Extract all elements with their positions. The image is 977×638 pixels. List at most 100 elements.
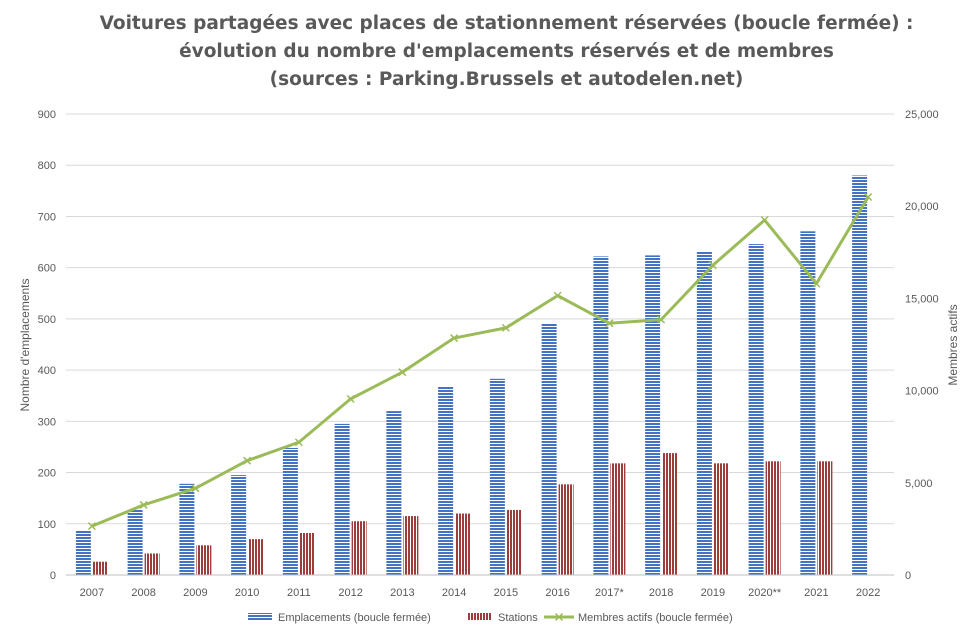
line-point	[346, 394, 355, 403]
y-left-tick-label: 300	[38, 416, 56, 428]
bar-emplacements	[800, 231, 816, 575]
y-left-tick-label: 600	[38, 263, 56, 275]
bar-stations	[403, 516, 419, 575]
y-left-tick-label: 400	[38, 365, 56, 377]
line-point	[708, 261, 717, 270]
line-point	[605, 319, 614, 328]
line-point-mark	[346, 394, 355, 403]
line-point-mark	[864, 192, 873, 202]
bar-stations	[558, 484, 574, 575]
line-point-mark	[553, 291, 562, 300]
bar-emplacements	[386, 411, 402, 575]
bar-emplacements	[541, 322, 557, 575]
legend-emplacements: Emplacements (boucle fermée)	[248, 612, 431, 624]
line-point	[760, 215, 769, 225]
x-tick-label: 2021	[804, 587, 828, 599]
bar-stations	[713, 463, 729, 575]
line-point	[501, 323, 510, 332]
line-membres-actifs	[91, 196, 870, 528]
x-tick-label: 2018	[649, 587, 673, 599]
x-tick-label: 2019	[701, 587, 725, 599]
line-point-mark	[605, 319, 614, 328]
x-tick-label: 2007	[80, 587, 104, 599]
y-right-tick-label: 15,000	[905, 293, 939, 305]
bar-emplacements	[696, 251, 712, 575]
bar-emplacements	[593, 256, 609, 575]
x-tick-label: 2011	[287, 587, 311, 599]
legend-membres-actifs-marker	[554, 612, 564, 622]
line-point	[450, 334, 459, 343]
legend-membres-actifs: Membres actifs (boucle fermée)	[544, 612, 733, 624]
line-point	[657, 315, 666, 324]
bar-stations	[662, 453, 678, 575]
line-point-mark	[87, 522, 96, 531]
bar-stations	[196, 545, 212, 575]
y-right-axis-title: Membres actifs	[946, 304, 960, 385]
line-point	[812, 279, 821, 288]
legend-emplacements-swatch	[248, 613, 272, 620]
y-right-tick-label: 0	[905, 570, 911, 582]
x-tick-label: 2017*	[595, 587, 624, 599]
line-point	[139, 500, 148, 509]
y-right-tick-label: 25,000	[905, 109, 939, 121]
line-point	[191, 484, 200, 493]
bar-stations	[610, 463, 626, 575]
legend-emplacements-label: Emplacements (boucle fermée)	[278, 612, 431, 624]
bar-emplacements	[282, 447, 298, 575]
line-point	[243, 456, 252, 465]
bar-stations	[248, 539, 264, 575]
line-point-mark	[708, 261, 717, 270]
bar-emplacements	[231, 475, 247, 575]
y-left-axis-title: Nombre d'emplacements	[18, 278, 32, 411]
bar-emplacements	[645, 255, 661, 575]
line-point	[864, 192, 873, 202]
bar-stations	[455, 513, 471, 575]
line-point-mark	[243, 456, 252, 465]
chart-title-line-2: évolution du nombre d'emplacements réser…	[179, 41, 834, 62]
line-point	[87, 522, 96, 531]
y-right-tick-label: 10,000	[905, 386, 939, 398]
line-point-mark	[398, 368, 407, 377]
line-point-mark	[760, 215, 769, 225]
legend-membres-actifs-label: Membres actifs (boucle fermée)	[578, 612, 733, 624]
line-point-mark	[501, 323, 510, 332]
line-point	[398, 368, 407, 377]
x-tick-label: 2009	[183, 587, 207, 599]
bar-stations	[351, 521, 367, 575]
legend-stations: Stations	[468, 612, 538, 624]
x-tick-label: 2013	[390, 587, 414, 599]
bar-stations	[299, 532, 315, 575]
bar-emplacements	[748, 244, 764, 576]
legend-stations-swatch	[468, 613, 492, 620]
line-point-mark	[294, 438, 303, 447]
bar-emplacements	[438, 386, 454, 575]
bar-emplacements	[334, 423, 350, 575]
bar-stations	[144, 553, 160, 575]
bar-emplacements	[75, 530, 91, 575]
chart-title-line-3: (sources : Parking.Brussels et autodelen…	[269, 69, 744, 90]
y-right-tick-label: 20,000	[905, 201, 939, 213]
y-left-tick-label: 700	[38, 211, 56, 223]
line-point-mark	[139, 500, 148, 509]
x-tick-label: 2016	[545, 587, 569, 599]
y-left-tick-label: 0	[50, 570, 56, 582]
x-tick-label: 2015	[494, 587, 518, 599]
x-tick-label: 2014	[442, 587, 466, 599]
line-point-mark	[191, 484, 200, 493]
line-point-mark	[657, 315, 666, 324]
bar-stations	[92, 561, 108, 575]
bar-stations	[765, 461, 781, 575]
bar-stations	[817, 461, 833, 575]
chart-title-line-1: Voitures partagées avec places de statio…	[99, 13, 914, 34]
y-right-tick-label: 5,000	[905, 478, 933, 490]
y-left-tick-label: 500	[38, 314, 56, 326]
legend-stations-label: Stations	[498, 612, 538, 624]
bar-emplacements	[179, 483, 195, 575]
bar-stations	[506, 509, 522, 575]
bar-emplacements	[852, 175, 868, 575]
line-point	[553, 291, 562, 300]
x-tick-label: 2020**	[748, 587, 782, 599]
y-left-tick-label: 800	[38, 160, 56, 172]
x-tick-label: 2012	[338, 587, 362, 599]
